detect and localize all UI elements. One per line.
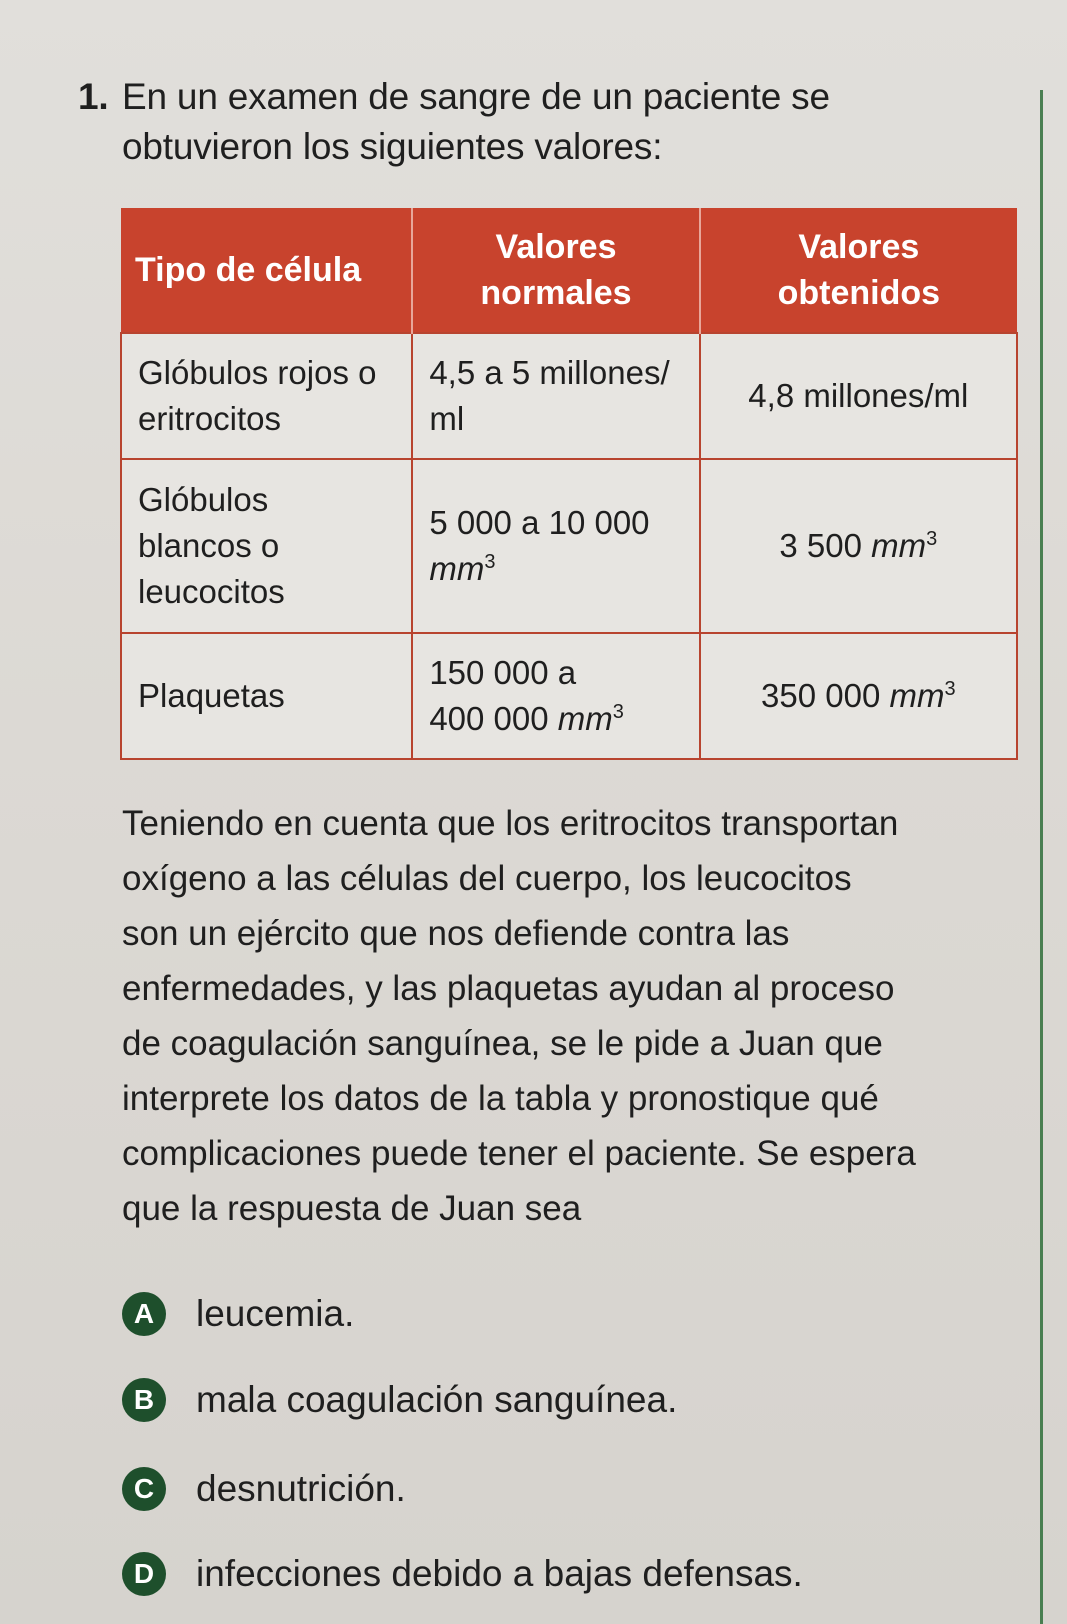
option-d[interactable]: D infecciones debido a bajas defensas. [122,1552,803,1596]
table-row: Glóbulos rojos o eritrocitos 4,5 a 5 mil… [119,332,1019,460]
cell-type-line: blancos o [138,527,280,564]
obtained-value: 3 500 [779,527,872,564]
paragraph-line: Teniendo en cuenta que los eritrocitos t… [122,804,899,843]
cell-type-platelets: Plaquetas [119,632,414,760]
normal-line: ml [429,400,465,437]
cell-type-line: leucocitos [138,573,285,610]
paragraph-line: que la respuesta de Juan sea [122,1189,582,1228]
cell-type-white: Glóbulos blancos o leucocitos [119,458,414,634]
table-row: Plaquetas 150 000 a 400 000 mm3 350 000 … [119,632,1019,760]
paragraph-line: de coagulación sanguínea, se le pide a J… [122,1024,883,1063]
unit-mm: mm [871,527,927,564]
cell-normal-white: 5 000 a 10 000 mm3 [411,458,701,634]
normal-line: 5 000 a 10 000 [429,504,650,541]
unit-exponent: 3 [612,701,624,723]
option-letter-badge: D [122,1552,166,1596]
normal-line: 4,5 a 5 millones/ [429,354,670,391]
obtained-value: 350 000 [761,677,890,714]
unit-mm: mm [429,550,485,587]
normal-line: 150 000 a [429,654,577,691]
unit-exponent: 3 [944,678,956,700]
paragraph-line: interprete los datos de la tabla y prono… [122,1079,879,1118]
cell-obtained-platelets: 350 000 mm3 [698,632,1019,760]
cell-obtained-red: 4,8 millones/ml [698,332,1019,460]
header-obtained-line-1: Valores [798,228,920,266]
paragraph-line: complicaciones puede tener el paciente. … [122,1134,916,1173]
table-row: Glóbulos blancos o leucocitos 5 000 a 10… [119,458,1019,634]
paragraph-line: enfermedades, y las plaquetas ayudan al … [122,969,895,1008]
table-header-row: Tipo de célula Valores normales Valores … [121,208,1017,333]
header-normal-line-1: Valores [495,228,617,266]
header-normal-line-2: normales [480,274,632,312]
blood-values-table: Tipo de célula Valores normales Valores … [119,208,1019,760]
option-text: leucemia. [196,1293,355,1334]
cell-type-line: Plaquetas [138,677,285,714]
cell-normal-platelets: 150 000 a 400 000 mm3 [411,632,701,760]
cell-normal-red: 4,5 a 5 millones/ ml [411,332,701,460]
cell-type-red: Glóbulos rojos o eritrocitos [119,332,414,460]
paragraph-line: son un ejército que nos defiende contra … [122,914,790,953]
normal-line: mm3 [429,546,682,592]
question-number: 1. [78,76,109,117]
unit-exponent: 3 [484,551,496,573]
normal-line: 400 000 mm3 [429,696,682,742]
unit-exponent: 3 [926,528,938,550]
option-letter-badge: C [122,1467,166,1511]
context-paragraph: Teniendo en cuenta que los eritrocitos t… [122,796,1002,1236]
option-b[interactable]: B mala coagulación sanguínea. [122,1378,677,1422]
option-text: infecciones debido a bajas defensas. [196,1553,803,1594]
obtained-value: 4,8 millones/ml [748,377,969,414]
option-letter-badge: B [122,1378,166,1422]
header-obtained-values: Valores obtenidos [699,208,1017,333]
header-obtained-line-2: obtenidos [777,274,941,312]
question-text-1: En un examen de sangre de un paciente se [122,76,830,117]
question-text-2: obtuvieron los siguientes valores: [122,126,663,167]
cell-obtained-white: 3 500 mm3 [698,458,1019,634]
paragraph-line: oxígeno a las células del cuerpo, los le… [122,859,852,898]
option-text: mala coagulación sanguínea. [196,1379,678,1420]
option-text: desnutrición. [196,1468,406,1509]
header-cell-type: Tipo de célula [121,208,414,333]
cell-type-line: Glóbulos rojos o [138,354,377,391]
cell-type-line: Glóbulos [138,481,269,518]
normal-value: 400 000 [429,700,558,737]
question-stem: 1. En un examen de sangre de un paciente … [78,72,958,172]
header-normal-values: Valores normales [412,208,701,333]
margin-rule [1040,90,1043,1624]
unit-mm: mm [557,700,613,737]
question-line-1: 1. En un examen de sangre de un paciente … [78,72,958,122]
option-letter-badge: A [122,1292,166,1336]
option-a[interactable]: A leucemia. [122,1292,354,1336]
unit-mm: mm [889,677,945,714]
cell-type-line: eritrocitos [138,400,282,437]
option-c[interactable]: C desnutrición. [122,1467,406,1511]
